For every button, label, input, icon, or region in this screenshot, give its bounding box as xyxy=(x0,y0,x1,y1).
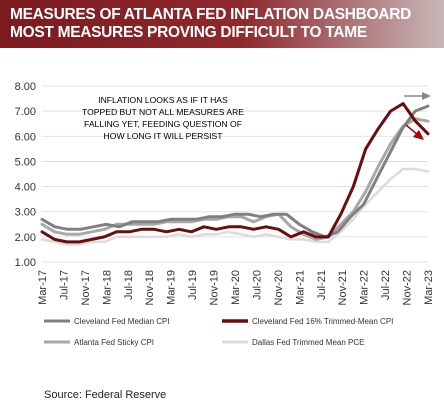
x-tick-label: Nov-18 xyxy=(144,270,156,305)
x-tick-label: Mar-23 xyxy=(423,270,435,305)
y-tick-label: 1.00 xyxy=(15,257,36,269)
x-tick-label: Jul-21 xyxy=(316,270,328,300)
legend-label: Cleveland Fed 16% Trimmed-Mean CPI xyxy=(252,317,393,326)
x-tick-label: Jul-20 xyxy=(251,270,263,300)
x-tick-label: Nov-20 xyxy=(273,270,285,305)
title-banner: MEASURES OF ATLANTA FED INFLATION DASHBO… xyxy=(0,0,444,48)
x-tick-label: Jul-22 xyxy=(380,270,392,300)
series-line xyxy=(40,167,430,246)
x-tick-label: Mar-22 xyxy=(359,270,371,305)
y-tick-label: 4.00 xyxy=(15,182,36,194)
y-tick-label: 3.00 xyxy=(15,207,36,219)
x-tick-label: Jul-19 xyxy=(187,270,199,300)
annotation-text: TOPPED BUT NOT ALL MEASURES ARE xyxy=(82,107,244,117)
y-tick-label: 6.00 xyxy=(15,131,36,143)
arrow-down-head xyxy=(413,130,424,140)
series-line xyxy=(40,117,430,241)
x-tick-label: Mar-19 xyxy=(166,270,178,305)
x-axis-ticks: Mar-17 Jul-17 Nov-17 Mar-18 Jul-18 Nov-18 Mar-… xyxy=(37,270,435,305)
x-tick-label: Mar-20 xyxy=(230,270,242,305)
x-tick-label: Jul-17 xyxy=(58,270,70,300)
y-tick-label: 2.00 xyxy=(15,232,36,244)
annotation-text: FALLING YET, FEEDING QUESTION OF xyxy=(84,119,242,129)
legend-label: Atlanta Fed Sticky CPI xyxy=(74,338,154,347)
x-tick-label: Mar-18 xyxy=(101,270,113,305)
series-line xyxy=(40,102,430,244)
title-line-2: MOST MEASURES PROVING DIFFICULT TO TAME xyxy=(10,24,367,41)
x-tick-label: Jul-18 xyxy=(123,270,135,300)
x-tick-label: Nov-17 xyxy=(80,270,92,305)
annotation-text: HOW LONG IT WILL PERSIST xyxy=(104,131,224,141)
arrow-down-line xyxy=(405,124,419,136)
y-tick-label: 7.00 xyxy=(15,106,36,118)
series-line xyxy=(40,104,430,239)
x-tick-label: Mar-21 xyxy=(294,270,306,305)
title-line-1: MEASURES OF ATLANTA FED INFLATION DASHBO… xyxy=(10,6,411,23)
x-tick-label: Nov-19 xyxy=(209,270,221,305)
y-axis-ticks: 1.00 2.00 3.00 4.00 5.00 6.00 7.00 8.00 xyxy=(15,81,36,269)
arrow-up-head xyxy=(422,92,431,100)
trend-arrows xyxy=(404,92,431,140)
y-tick-label: 5.00 xyxy=(15,156,36,168)
x-tick-label: Nov-22 xyxy=(402,270,414,305)
chart-annotation: INFLATION LOOKS AS IF IT HAS TOPPED BUT N… xyxy=(82,95,244,141)
y-tick-label: 8.00 xyxy=(15,81,36,93)
source-note: Source: Federal Reserve xyxy=(44,389,167,401)
annotation-text: INFLATION LOOKS AS IF IT HAS xyxy=(98,95,228,105)
legend: Cleveland Fed Median CPI Cleveland Fed 16… xyxy=(44,317,393,347)
legend-label: Cleveland Fed Median CPI xyxy=(74,317,170,326)
x-tick-label: Mar-17 xyxy=(37,270,49,305)
grid-lines xyxy=(42,85,428,263)
legend-label: Dallas Fed Trimmed Mean PCE xyxy=(252,338,364,347)
x-tick-label: Nov-21 xyxy=(337,270,349,305)
series-lines xyxy=(40,102,430,246)
